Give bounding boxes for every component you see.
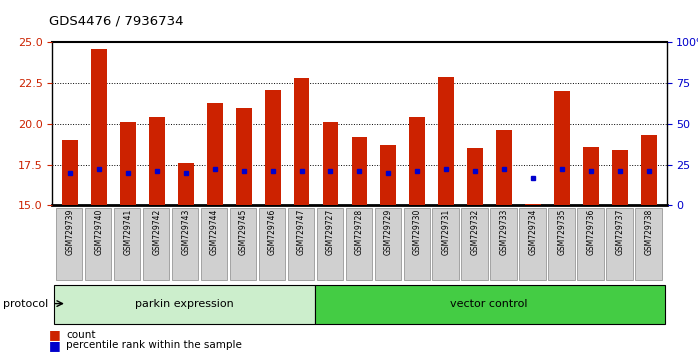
Text: GSM729744: GSM729744 [210,209,219,255]
Bar [641,135,658,205]
Text: protocol: protocol [3,298,49,309]
FancyBboxPatch shape [549,209,575,280]
FancyBboxPatch shape [433,209,459,280]
Text: GSM729734: GSM729734 [529,209,538,255]
FancyBboxPatch shape [315,285,665,324]
Text: GSM729736: GSM729736 [587,209,596,255]
Bar [120,122,135,205]
FancyBboxPatch shape [519,209,546,280]
Bar [61,140,77,205]
Bar [380,145,396,205]
Text: ■: ■ [49,339,61,352]
Text: ■: ■ [49,328,61,341]
FancyBboxPatch shape [317,209,343,280]
FancyBboxPatch shape [607,209,633,280]
Text: GSM729732: GSM729732 [471,209,480,255]
FancyBboxPatch shape [577,209,604,280]
Text: GSM729727: GSM729727 [326,209,335,255]
Text: GSM729740: GSM729740 [94,209,103,255]
Text: GSM729742: GSM729742 [152,209,161,255]
Bar [178,163,193,205]
FancyBboxPatch shape [375,209,401,280]
Text: percentile rank within the sample: percentile rank within the sample [66,340,242,350]
Text: vector control: vector control [450,298,527,309]
Bar [322,122,339,205]
Text: GSM729735: GSM729735 [558,209,567,255]
Text: GSM729733: GSM729733 [500,209,509,255]
Text: GSM729730: GSM729730 [413,209,422,255]
Text: GDS4476 / 7936734: GDS4476 / 7936734 [49,14,184,27]
Bar [526,204,541,205]
Text: GSM729738: GSM729738 [645,209,654,255]
FancyBboxPatch shape [230,209,256,280]
Bar [438,77,454,205]
FancyBboxPatch shape [635,209,662,280]
Text: GSM729731: GSM729731 [442,209,451,255]
Bar [294,78,309,205]
Text: GSM729737: GSM729737 [616,209,625,255]
FancyBboxPatch shape [56,209,82,280]
FancyBboxPatch shape [491,209,517,280]
Text: GSM729746: GSM729746 [268,209,277,255]
FancyBboxPatch shape [143,209,170,280]
Text: parkin expression: parkin expression [135,298,234,309]
Bar [584,147,599,205]
Text: GSM729745: GSM729745 [239,209,248,255]
FancyBboxPatch shape [346,209,372,280]
Bar [207,103,223,205]
Bar [352,137,367,205]
FancyBboxPatch shape [201,209,228,280]
Bar [149,118,165,205]
FancyBboxPatch shape [259,209,285,280]
Bar [236,108,251,205]
FancyBboxPatch shape [54,285,315,324]
FancyBboxPatch shape [461,209,488,280]
Text: GSM729743: GSM729743 [181,209,190,255]
Text: GSM729739: GSM729739 [65,209,74,255]
FancyBboxPatch shape [288,209,314,280]
FancyBboxPatch shape [403,209,430,280]
Bar [468,148,483,205]
FancyBboxPatch shape [172,209,198,280]
Bar [554,91,570,205]
Text: GSM729729: GSM729729 [384,209,393,255]
Bar [91,49,107,205]
Bar [612,150,628,205]
Bar [496,130,512,205]
Bar [265,90,281,205]
Text: GSM729728: GSM729728 [355,209,364,255]
FancyBboxPatch shape [114,209,140,280]
Bar [410,118,425,205]
FancyBboxPatch shape [84,209,112,280]
Text: GSM729741: GSM729741 [123,209,132,255]
Text: GSM729747: GSM729747 [297,209,306,255]
Text: count: count [66,330,96,339]
